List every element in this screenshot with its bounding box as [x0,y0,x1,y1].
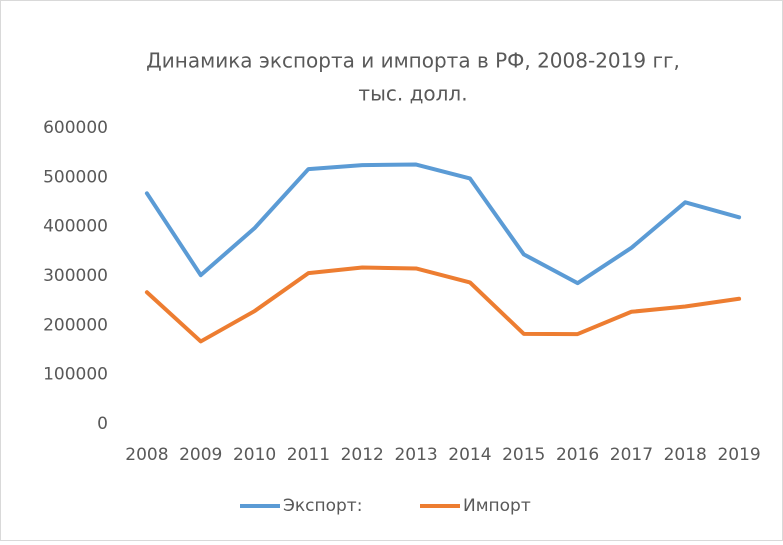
x-tick-label: 2013 [394,445,437,465]
x-tick-label: 2015 [502,445,545,465]
x-tick-label: 2010 [233,445,276,465]
x-tick-label: 2011 [287,445,330,465]
series-line [144,162,742,286]
x-tick-label: 2009 [179,445,222,465]
y-tick-label: 0 [97,414,108,434]
series-line [144,265,742,344]
x-tick-label: 2012 [341,445,384,465]
x-tick-label: 2008 [125,445,168,465]
y-tick-label: 600000 [43,118,108,138]
x-tick-label: 2017 [610,445,653,465]
x-tick-label: 2019 [717,445,760,465]
y-tick-label: 300000 [43,266,108,286]
x-tick-label: 2016 [556,445,599,465]
y-tick-label: 400000 [43,217,108,237]
chart-title: тыс. долл. [358,82,467,106]
y-tick-label: 100000 [43,365,108,385]
legend-label: Экспорт: [283,496,362,516]
x-tick-label: 2018 [664,445,707,465]
legend-label: Импорт [463,496,531,516]
y-tick-label: 500000 [43,167,108,187]
x-tick-label: 2014 [448,445,491,465]
y-tick-label: 200000 [43,315,108,335]
chart-title: Динамика экспорта и импорта в РФ, 2008-2… [146,49,680,73]
